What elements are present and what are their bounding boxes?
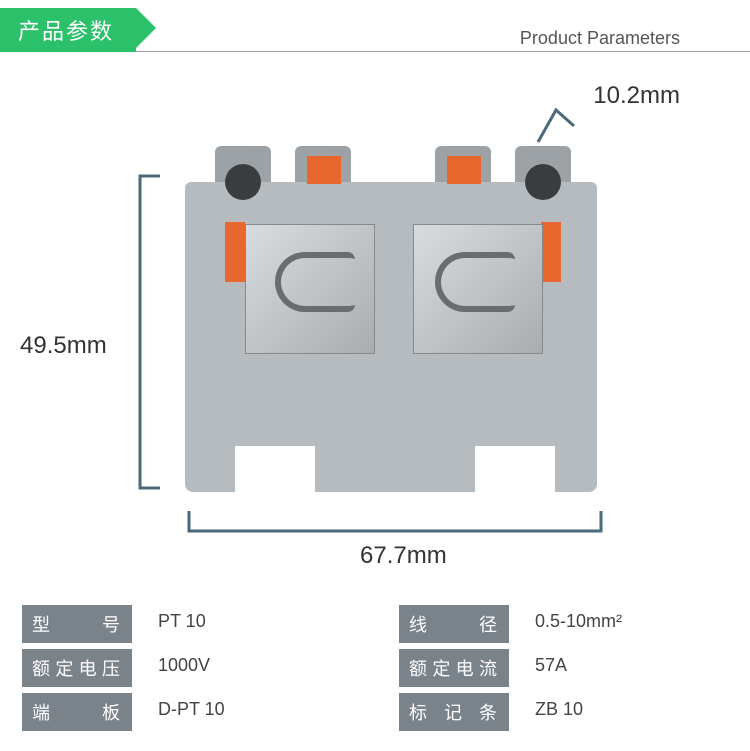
dimension-width-label: 67.7mm [360, 542, 447, 570]
title-en: Product Parameters [520, 28, 680, 49]
spec-label: 额定电压 [22, 649, 132, 687]
product-hole [525, 164, 561, 200]
spec-label: 端板 [22, 693, 132, 731]
spec-value: 0.5-10mm² [525, 605, 750, 643]
product-orange-slot [225, 222, 245, 282]
product-orange-slot [541, 222, 561, 282]
header-bar: 产品参数 Product Parameters [0, 8, 750, 52]
product-spring [435, 252, 515, 312]
spec-label: 线径 [399, 605, 509, 643]
product-orange-tab [307, 156, 341, 184]
spec-label: 型号 [22, 605, 132, 643]
dimension-height-bracket [130, 172, 170, 492]
spec-value: PT 10 [148, 605, 383, 643]
product-illustration [185, 152, 597, 492]
spec-value: 57A [525, 649, 750, 687]
product-spring [275, 252, 355, 312]
spec-value: D-PT 10 [148, 693, 383, 731]
product-diagram: 10.2mm 49.5mm 67.7mm [0, 52, 750, 582]
spec-label: 标记条 [399, 693, 509, 731]
product-hole [225, 164, 261, 200]
product-base-cutout [235, 446, 315, 492]
product-orange-tab [447, 156, 481, 184]
dimension-depth-mark [530, 102, 580, 152]
dimension-height-label: 49.5mm [20, 332, 107, 360]
title-tab-cn: 产品参数 [0, 8, 136, 52]
spec-value: 1000V [148, 649, 383, 687]
dimension-width-bracket [185, 507, 605, 541]
spec-label: 额定电流 [399, 649, 509, 687]
spec-table: 型号 PT 10 线径 0.5-10mm² 额定电压 1000V 额定电流 57… [22, 605, 728, 731]
dimension-depth-label: 10.2mm [593, 82, 680, 110]
spec-value: ZB 10 [525, 693, 750, 731]
product-base-cutout [475, 446, 555, 492]
